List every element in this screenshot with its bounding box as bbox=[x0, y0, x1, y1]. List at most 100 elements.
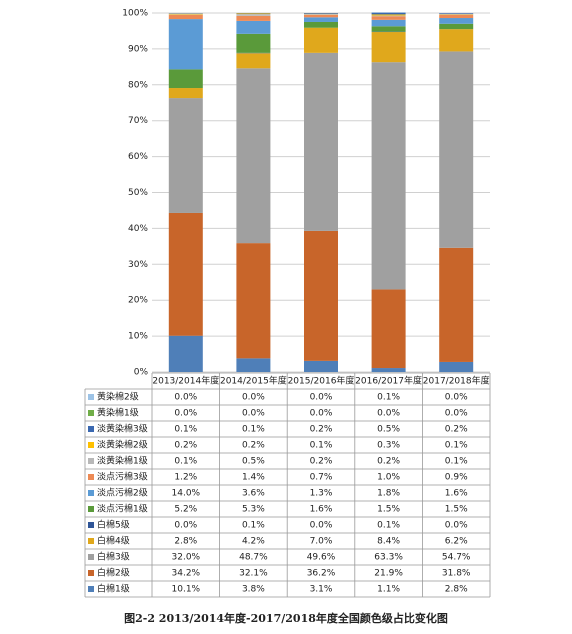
y-tick-label: 60% bbox=[128, 152, 148, 162]
bar-segment bbox=[168, 69, 203, 89]
table-cell: 0.0% bbox=[310, 393, 333, 403]
table-cell: 0.2% bbox=[377, 457, 400, 467]
bar-segment bbox=[236, 20, 271, 34]
legend-swatch bbox=[88, 586, 94, 592]
bar-segment bbox=[371, 26, 406, 32]
legend-swatch bbox=[88, 554, 94, 560]
table-cell: 0.0% bbox=[174, 409, 197, 419]
bar-segment bbox=[439, 361, 474, 372]
table-cell: 5.2% bbox=[174, 505, 197, 515]
bar-segment bbox=[168, 19, 203, 70]
bar-segment bbox=[168, 212, 203, 336]
y-tick-label: 80% bbox=[128, 80, 148, 90]
legend-label: 淡点污棉1级 bbox=[97, 503, 148, 515]
table-cell: 0.1% bbox=[445, 441, 468, 451]
bar-segment bbox=[439, 18, 474, 24]
table-cell: 0.1% bbox=[377, 521, 400, 531]
bar-segment bbox=[236, 14, 271, 16]
table-cell: 3.1% bbox=[310, 585, 333, 595]
bar-segment bbox=[236, 68, 271, 244]
table-cell: 0.0% bbox=[174, 393, 197, 403]
bar-segment bbox=[236, 358, 271, 372]
table-cell: 32.1% bbox=[239, 569, 268, 579]
table-cell: 34.2% bbox=[172, 569, 201, 579]
table-cell: 1.5% bbox=[377, 505, 400, 515]
x-tick-label: 2017/2018年度 bbox=[423, 375, 490, 387]
table-cell: 0.0% bbox=[445, 393, 468, 403]
table-cell: 0.7% bbox=[310, 473, 333, 483]
bar-segment bbox=[371, 15, 406, 17]
table-cell: 2.8% bbox=[174, 537, 197, 547]
legend-label: 黄染棉1级 bbox=[97, 407, 139, 419]
table-cell: 5.3% bbox=[242, 505, 265, 515]
bar-segment bbox=[371, 289, 406, 369]
bar-segment bbox=[304, 14, 338, 15]
legend-swatch bbox=[88, 506, 94, 512]
table-cell: 21.9% bbox=[374, 569, 403, 579]
table-cell: 0.0% bbox=[310, 409, 333, 419]
x-tick-label: 2014/2015年度 bbox=[220, 375, 287, 387]
table-cell: 0.1% bbox=[445, 457, 468, 467]
bar-segment bbox=[236, 33, 271, 53]
legend-swatch bbox=[88, 458, 94, 464]
bar-segment bbox=[236, 243, 271, 359]
table-cell: 0.5% bbox=[377, 425, 400, 435]
table-cell: 0.0% bbox=[174, 521, 197, 531]
table-cell: 7.0% bbox=[310, 537, 333, 547]
legend-label: 淡点污棉2级 bbox=[97, 487, 148, 499]
legend-label: 白棉1级 bbox=[97, 583, 130, 595]
table-cell: 36.2% bbox=[307, 569, 336, 579]
table-cell: 0.2% bbox=[174, 441, 197, 451]
x-tick-label: 2013/2014年度 bbox=[152, 375, 219, 387]
bar-segment bbox=[439, 247, 474, 362]
bar-segment bbox=[439, 13, 474, 15]
bar-segment bbox=[304, 17, 338, 22]
table-cell: 0.0% bbox=[445, 521, 468, 531]
table-cell: 0.0% bbox=[377, 409, 400, 419]
table-cell: 0.0% bbox=[445, 409, 468, 419]
table-cell: 1.6% bbox=[445, 489, 468, 499]
caption: 图2-2 2013/2014年度-2017/2018年度全国颜色级占比变化图 bbox=[124, 611, 448, 625]
table-cell: 1.4% bbox=[242, 473, 265, 483]
y-tick-label: 100% bbox=[122, 9, 148, 19]
y-tick-label: 90% bbox=[128, 44, 148, 54]
table-cell: 3.6% bbox=[242, 489, 265, 499]
table-cell: 1.2% bbox=[174, 473, 197, 483]
table-cell: 1.0% bbox=[377, 473, 400, 483]
bar-segment bbox=[168, 98, 203, 213]
table-cell: 4.2% bbox=[242, 537, 265, 547]
bar-segment bbox=[371, 12, 406, 15]
legend-swatch bbox=[88, 394, 94, 400]
table-cell: 8.4% bbox=[377, 537, 400, 547]
bar-segment bbox=[371, 32, 406, 63]
bar-segment bbox=[304, 14, 338, 18]
legend-label: 白棉2级 bbox=[97, 567, 130, 579]
bar-segment bbox=[371, 16, 406, 20]
bar-segment bbox=[439, 51, 474, 248]
y-tick-label: 10% bbox=[128, 332, 148, 342]
bar-segment bbox=[168, 88, 203, 99]
y-tick-label: 40% bbox=[128, 224, 148, 234]
bar-segment bbox=[168, 14, 203, 20]
bar-segment bbox=[304, 13, 338, 14]
bar-segment bbox=[304, 21, 338, 28]
legend-swatch bbox=[88, 538, 94, 544]
bar-segment bbox=[439, 14, 474, 19]
table-cell: 10.1% bbox=[172, 585, 201, 595]
legend-label: 白棉5级 bbox=[97, 519, 130, 531]
x-tick-label: 2015/2016年度 bbox=[288, 375, 355, 387]
table-cell: 1.5% bbox=[445, 505, 468, 515]
table-cell: 0.1% bbox=[242, 521, 265, 531]
bar-segment bbox=[304, 52, 338, 231]
bar-segment bbox=[371, 62, 406, 290]
bar-segment bbox=[439, 29, 474, 52]
bar-segment bbox=[236, 13, 271, 15]
table-cell: 0.0% bbox=[242, 409, 265, 419]
table-cell: 0.2% bbox=[310, 457, 333, 467]
table-cell: 31.8% bbox=[442, 569, 471, 579]
table-cell: 1.3% bbox=[310, 489, 333, 499]
table-cell: 0.1% bbox=[174, 425, 197, 435]
bar-segment bbox=[304, 360, 338, 372]
table-cell: 63.3% bbox=[374, 553, 403, 563]
